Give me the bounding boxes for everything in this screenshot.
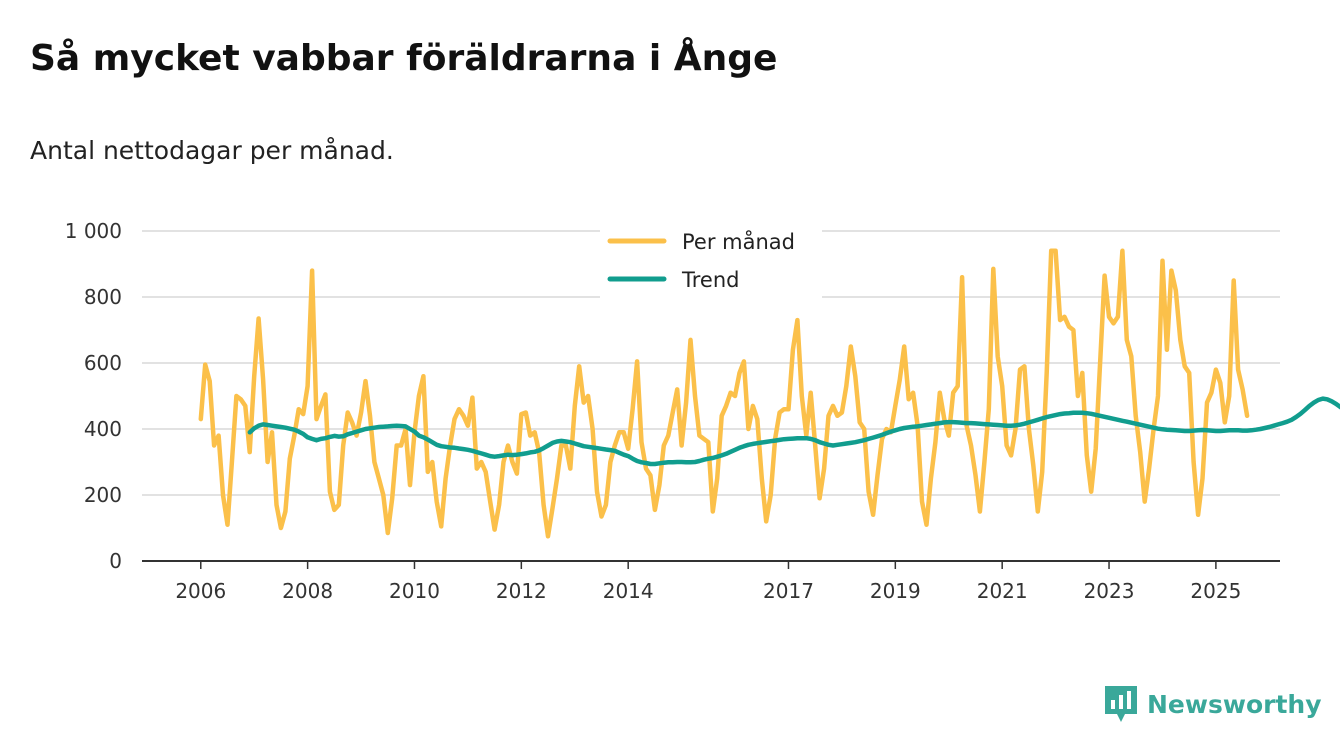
x-tick-label: 2010 xyxy=(389,579,440,603)
legend-label: Trend xyxy=(681,268,739,292)
y-tick-label: 1 000 xyxy=(65,219,122,243)
y-tick-label: 800 xyxy=(84,285,122,309)
chart-subtitle: Antal nettodagar per månad. xyxy=(30,136,394,165)
x-tick-label: 2025 xyxy=(1190,579,1241,603)
y-tick-label: 0 xyxy=(109,549,122,573)
chart-title: Så mycket vabbar föräldrarna i Ånge xyxy=(30,38,778,79)
y-tick-label: 200 xyxy=(84,483,122,507)
x-tick-label: 2017 xyxy=(763,579,814,603)
axes: 0 200 400 600 800 1 000 2006 2008 2010 2012 2014 20… xyxy=(65,219,1280,603)
x-tick-label: 2023 xyxy=(1084,579,1135,603)
x-tick-label: 2008 xyxy=(282,579,333,603)
newsworthy-bar-chart-icon xyxy=(1105,686,1137,722)
x-tick-label: 2021 xyxy=(977,579,1028,603)
legend-background xyxy=(600,222,822,298)
legend: Per månad Trend xyxy=(600,222,822,298)
y-tick-label: 600 xyxy=(84,351,122,375)
series xyxy=(198,248,1340,539)
newsworthy-logo: Newsworthy xyxy=(1103,684,1322,724)
brand-name: Newsworthy xyxy=(1147,689,1322,719)
x-tick-label: 2006 xyxy=(175,579,226,603)
x-tick-label: 2014 xyxy=(603,579,654,603)
y-tick-label: 400 xyxy=(84,417,122,441)
series-line-per-manad xyxy=(198,248,1250,539)
series-line-trend xyxy=(247,396,1340,467)
legend-label: Per månad xyxy=(682,229,795,254)
x-tick-label: 2019 xyxy=(870,579,921,603)
x-tick-label: 2012 xyxy=(496,579,547,603)
